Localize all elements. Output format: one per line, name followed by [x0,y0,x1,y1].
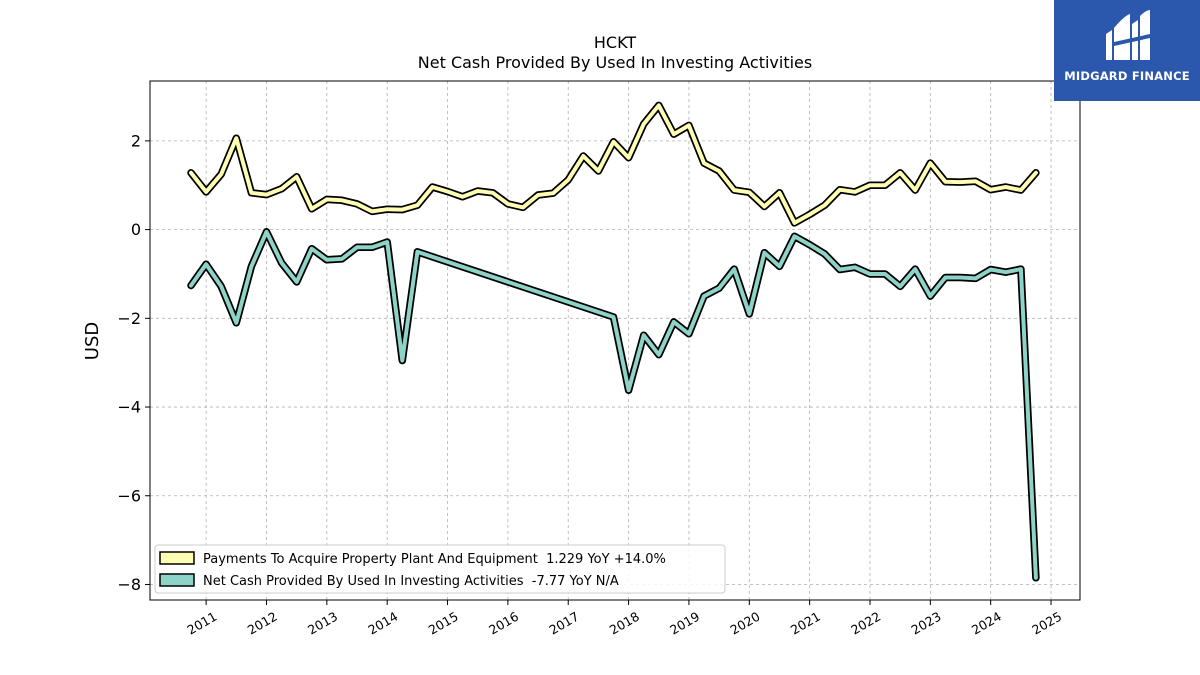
x-tick-label: 2014 [365,609,400,638]
x-tick-label: 2025 [1029,609,1064,638]
x-tick-label: 2021 [788,609,823,638]
y-axis-label: USD [82,322,103,360]
x-tick-label: 2016 [486,609,521,638]
x-tick-label: 2015 [426,609,461,638]
y-tick-label: −6 [117,486,141,505]
y-tick-label: 2 [131,131,141,150]
legend-swatch-ppe [159,551,195,565]
series-investing-line [189,229,1038,580]
legend-box [154,544,726,594]
x-tick-label: 2022 [848,609,883,638]
x-tick-label: 2023 [909,609,944,638]
y-tick-label: −2 [117,309,141,328]
x-tick-label: 2012 [245,609,280,638]
chart-title: HCKT [594,33,636,52]
midgard-finance-logo: MIDGARD FINANCE [1054,0,1200,101]
x-tick-label: 2013 [305,609,340,638]
series-layer [187,101,1040,582]
logo-mark-icon [1106,10,1150,60]
x-tick-label: 2020 [728,609,763,638]
logo-text: MIDGARD FINANCE [1064,69,1190,83]
x-tick-label: 2018 [607,609,642,638]
legend-swatch-investing [159,573,195,587]
y-tick-label: 0 [131,220,141,239]
legend-label-investing: Net Cash Provided By Used In Investing A… [203,574,619,589]
x-tick-label: 2024 [969,609,1004,638]
plot-frame [149,80,1081,601]
y-tick-label: −8 [117,575,141,594]
x-tick-label: 2011 [184,609,219,638]
x-tick-label: 2019 [667,609,702,638]
x-tick-label: 2017 [546,609,581,638]
legend: Payments To Acquire Property Plant And E… [154,544,726,594]
y-tick-label: −4 [117,398,141,417]
series-ppe-line [189,103,1038,225]
series-investing-outline [187,228,1040,582]
chart-subtitle: Net Cash Provided By Used In Investing A… [418,53,812,72]
legend-label-ppe: Payments To Acquire Property Plant And E… [203,552,666,567]
